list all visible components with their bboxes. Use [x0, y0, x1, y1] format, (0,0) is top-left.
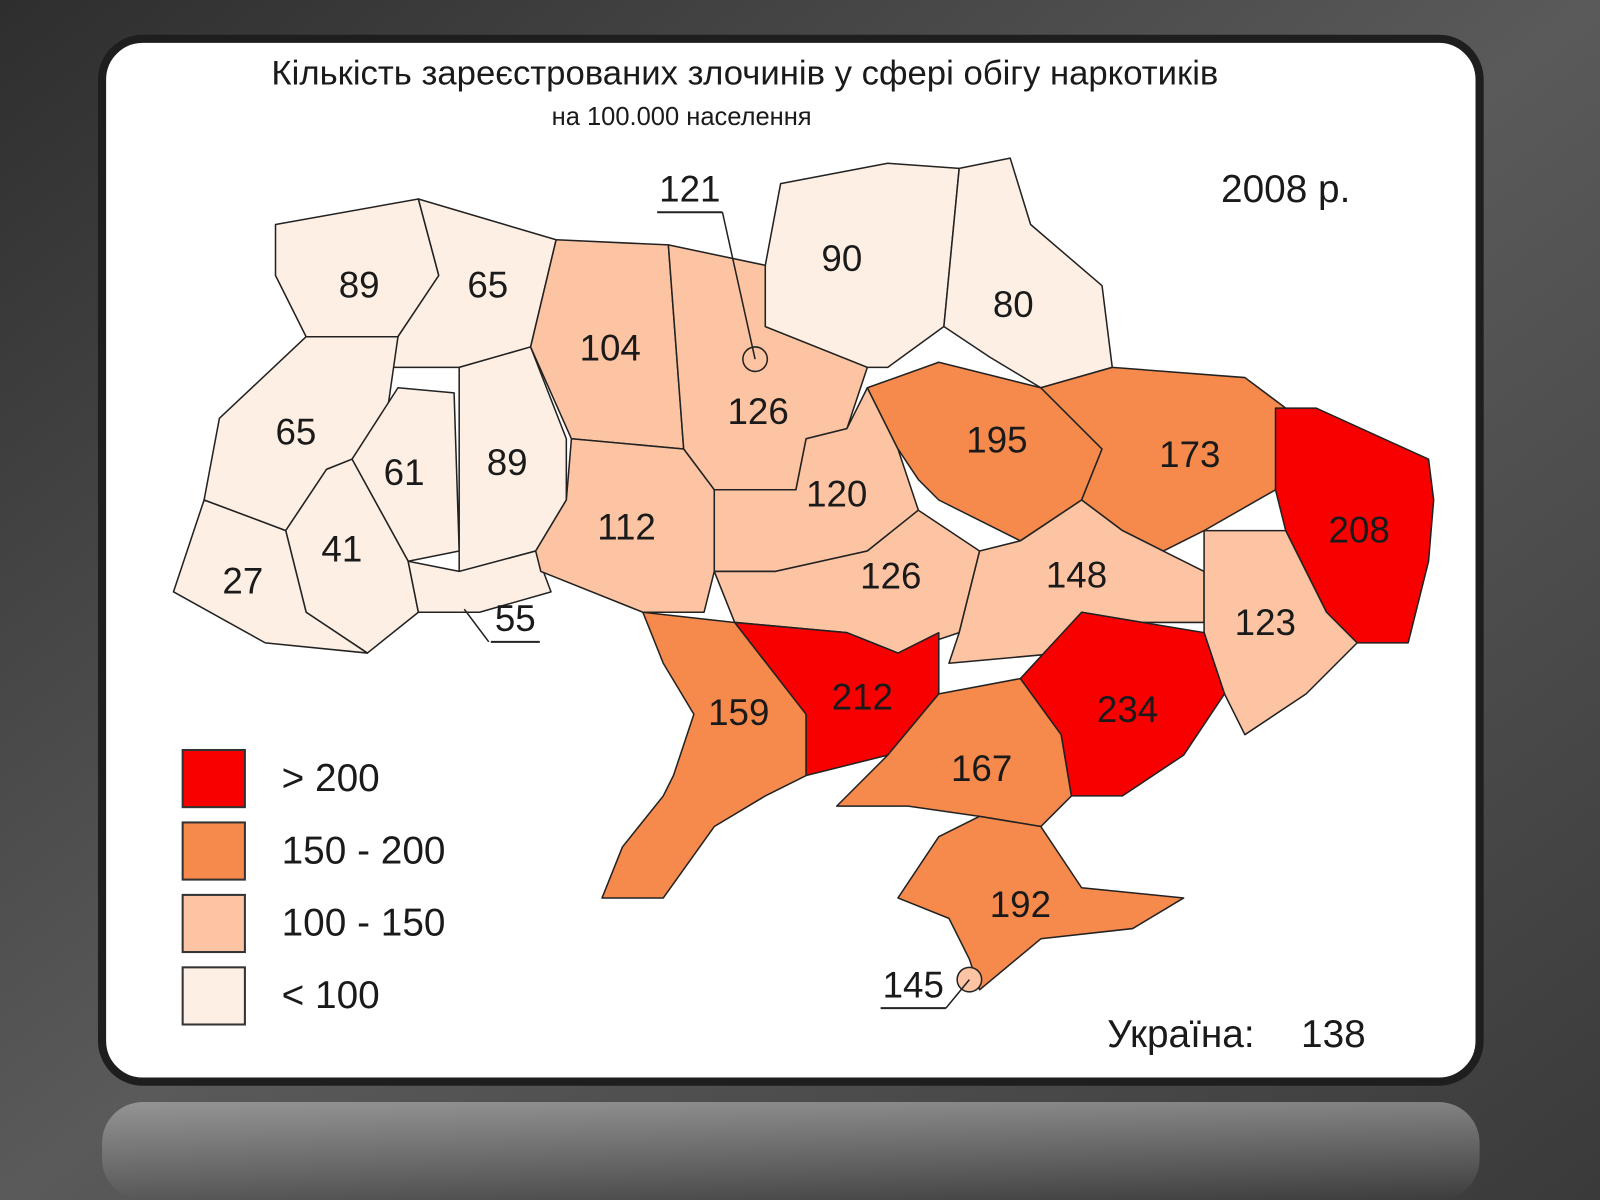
regions: 89 65 65 61 89 41 27 55 104 126 121 90 80 112 120 195 17…	[172, 157, 1435, 1010]
region	[1274, 407, 1435, 644]
region-value: 55	[495, 598, 536, 639]
reflection	[102, 1102, 1480, 1200]
total-label: Україна:	[1107, 1013, 1254, 1056]
region-value: 90	[821, 238, 862, 279]
legend-label: > 200	[282, 757, 380, 800]
region-value: 41	[321, 529, 362, 570]
region-value: 212	[832, 677, 893, 718]
region	[534, 438, 716, 614]
region-value: 65	[275, 411, 316, 452]
city-region	[956, 966, 983, 993]
region-value: 145	[883, 964, 944, 1005]
region-value: 126	[860, 555, 921, 596]
region-value: 192	[990, 884, 1051, 925]
region-value: 208	[1329, 509, 1390, 550]
region	[1203, 529, 1358, 736]
region-value: 89	[339, 264, 380, 305]
total-value: 138	[1301, 1013, 1366, 1056]
region	[172, 499, 369, 654]
region-value: 148	[1046, 554, 1107, 595]
legend-swatch	[181, 821, 246, 881]
region-value: 121	[659, 169, 720, 210]
region-value: 120	[806, 474, 867, 515]
region	[407, 550, 552, 614]
region-value: 112	[597, 506, 656, 547]
leader-line	[721, 212, 756, 360]
legend-swatch	[181, 893, 246, 954]
map-subtitle: на 100.000 населення	[552, 103, 812, 131]
leader-line	[463, 608, 490, 643]
region-value: 61	[384, 452, 425, 493]
year: 2008 р.	[1221, 168, 1350, 211]
legend: > 200 150 - 200 100 - 150 < 100	[181, 748, 446, 1026]
legend-label: < 100	[282, 974, 380, 1017]
region-value: 234	[1097, 689, 1158, 730]
region-value: 104	[580, 328, 641, 369]
region-value: 80	[993, 284, 1034, 325]
region-value: 123	[1235, 602, 1296, 643]
legend-swatch	[181, 966, 246, 1026]
legend-label: 150 - 200	[282, 829, 446, 872]
region-value: 159	[708, 692, 769, 733]
region	[351, 386, 460, 562]
leader-line	[945, 979, 970, 1009]
region	[1019, 611, 1226, 797]
region-value: 27	[222, 560, 263, 601]
legend-swatch	[181, 748, 246, 809]
region-value: 65	[467, 264, 508, 305]
region-value: 126	[728, 391, 789, 432]
region	[897, 815, 1185, 991]
region-value: 173	[1159, 434, 1220, 475]
legend-label: 100 - 150	[282, 902, 446, 945]
map-title: Кількість зареєстрованих злочинів у сфер…	[271, 55, 1218, 93]
region-value: 195	[966, 420, 1027, 461]
region-value: 89	[487, 442, 528, 483]
region-value: 167	[951, 748, 1012, 789]
region	[835, 677, 1073, 828]
